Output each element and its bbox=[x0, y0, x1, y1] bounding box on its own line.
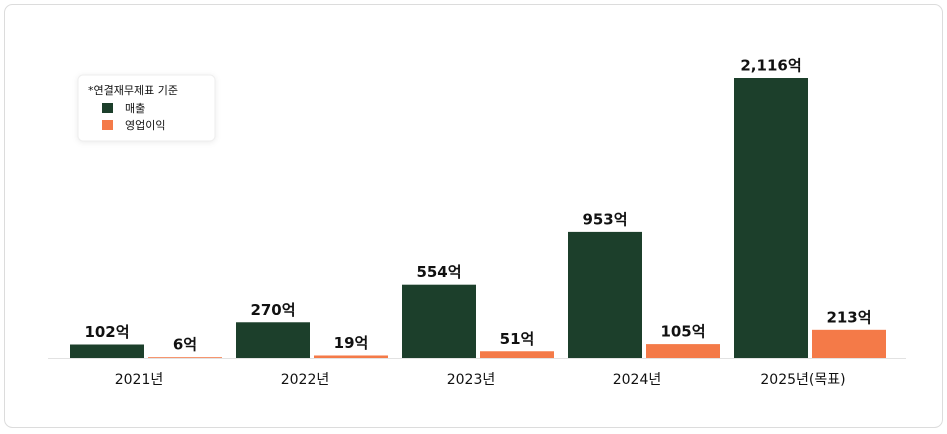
x-tick-label: 2023년 bbox=[447, 372, 496, 388]
value-label: 953억 bbox=[582, 210, 627, 228]
value-label: 6억 bbox=[173, 336, 197, 354]
value-label: 105억 bbox=[660, 323, 705, 341]
value-label: 270억 bbox=[250, 301, 295, 319]
legend-label: 매출 bbox=[125, 102, 145, 115]
value-label: 554억 bbox=[416, 263, 461, 281]
x-tick-label: 2022년 bbox=[281, 372, 330, 388]
bar bbox=[734, 78, 808, 358]
value-label: 2,116억 bbox=[740, 57, 801, 75]
legend-label: 영업이익 bbox=[125, 119, 165, 132]
value-label: 102억 bbox=[84, 323, 129, 341]
bar bbox=[402, 284, 476, 358]
x-tick-label: 2021년 bbox=[115, 372, 164, 388]
bar bbox=[480, 351, 554, 358]
value-label: 51억 bbox=[500, 330, 535, 348]
bar bbox=[568, 231, 642, 358]
bar bbox=[314, 355, 388, 358]
bar bbox=[70, 344, 144, 358]
value-label: 19억 bbox=[334, 334, 369, 352]
bar bbox=[148, 357, 222, 358]
x-tick-label: 2024년 bbox=[613, 372, 662, 388]
legend-swatch bbox=[102, 103, 113, 113]
bar bbox=[236, 322, 310, 358]
value-label: 213억 bbox=[826, 308, 871, 326]
bar bbox=[646, 344, 720, 358]
bar bbox=[812, 329, 886, 358]
card bbox=[4, 4, 943, 428]
x-tick-label: 2025년(목표) bbox=[760, 372, 845, 388]
legend-swatch bbox=[102, 120, 113, 130]
legend-title: *연결재무제표 기준 bbox=[88, 84, 178, 97]
